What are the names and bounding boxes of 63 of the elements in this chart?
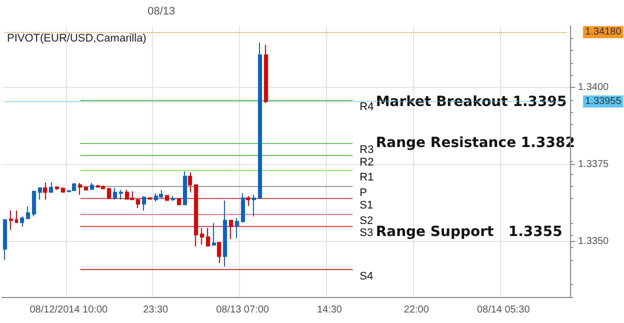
candlestick — [194, 184, 198, 247]
candlestick — [32, 190, 36, 217]
candlestick — [15, 210, 18, 223]
candlestick — [258, 42, 262, 199]
candlestick — [113, 187, 117, 200]
candlestick — [61, 187, 65, 194]
candlestick — [252, 194, 256, 217]
ref-line-label: 1.34180 — [585, 26, 622, 38]
ref-line-label: S1 — [360, 199, 374, 212]
candlestick — [107, 187, 111, 200]
ref-line-label: 1.33955 — [585, 96, 622, 107]
candlestick — [43, 182, 47, 200]
candlestick — [90, 182, 94, 190]
ref-line-label: R4 — [360, 100, 374, 113]
text: 08/13 — [148, 6, 176, 18]
ref-line-label: R1 — [360, 172, 374, 184]
y-tick-label: 1.3375 — [578, 159, 610, 170]
y-tick-label: 1.3400 — [578, 82, 610, 94]
candlestick — [78, 182, 82, 196]
annotation: Market Breakout 1.3395 — [376, 94, 567, 110]
ref-line-label: S4 — [360, 270, 374, 282]
candlestick — [3, 219, 7, 260]
x-tick-label: 23:30 — [143, 304, 169, 316]
candlestick — [55, 186, 59, 190]
candlestick — [241, 192, 245, 223]
candlestick — [188, 172, 192, 193]
y-tick-label: 1.3350 — [578, 236, 610, 248]
ref-line-label: S2 — [360, 214, 374, 227]
candlestick — [264, 44, 268, 104]
x-tick-label: 14:30 — [316, 304, 342, 316]
candlestick — [165, 194, 169, 202]
ref-line-label: R3 — [360, 144, 374, 156]
candlestick — [217, 242, 221, 264]
candlestick — [26, 206, 30, 220]
candlestick — [49, 182, 53, 193]
candlestick — [171, 196, 175, 202]
ref-line-label: R2 — [360, 156, 374, 168]
candlestick — [38, 187, 42, 200]
candlestick — [177, 198, 181, 206]
candlestick — [84, 186, 88, 191]
candlestick — [20, 216, 24, 227]
candlestick — [148, 196, 152, 200]
candlestick — [206, 228, 210, 247]
x-tick-label: 08/12/2014 10:00 — [30, 304, 108, 316]
ref-line-label: S3 — [360, 227, 374, 240]
x-tick-label: 22:00 — [404, 304, 430, 316]
candlestick — [119, 189, 123, 200]
candlestick — [183, 170, 187, 206]
text: PIVOT(EUR/USD,Camarilla) — [7, 32, 146, 44]
candlestick — [212, 222, 216, 246]
x-tick-label: 08/13 07:00 — [216, 304, 270, 316]
candlestick — [9, 210, 13, 230]
annotation: Range Support 1.3355 — [376, 224, 562, 240]
x-tick-label: 08/14 05:30 — [476, 304, 530, 316]
annotation: Range Resistance 1.3382 — [376, 135, 575, 151]
candlestick — [200, 228, 204, 246]
candlestick — [235, 218, 239, 239]
candlestick — [223, 200, 227, 268]
ref-line-label: P — [360, 187, 367, 200]
candlestick — [246, 196, 250, 206]
candlestick — [136, 199, 140, 208]
candlestick — [229, 220, 233, 240]
candlestick — [142, 196, 146, 211]
